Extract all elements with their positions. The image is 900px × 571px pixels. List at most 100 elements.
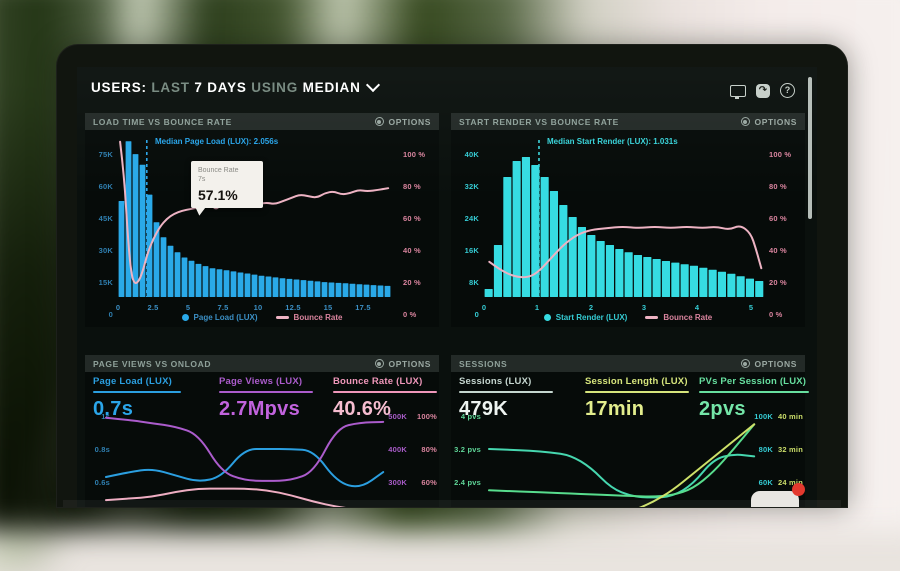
panel-header: SESSIONS OPTIONS [451,355,805,372]
tick: 3.2 pvs [454,445,481,454]
x-axis: 0 1 2 3 4 5 [451,303,805,313]
panel-title: START RENDER VS BOUNCE RATE [459,116,619,127]
panel-sessions: SESSIONS OPTIONS Sessions (LUX) 479K Ses… [451,355,809,507]
y-axis-right: 100 % 80 % 60 % 40 % 20 % 0 % [769,130,803,327]
y-axis-left: 40K 32K 24K 16K 8K 0 [451,130,481,327]
options-button[interactable]: OPTIONS [374,359,431,369]
tick: 20 % [403,278,421,287]
median-annotation: Median Start Render (LUX): 1.031s [547,137,678,146]
metric-pvs-per-session: PVs Per Session (LUX) 2pvs [699,376,809,421]
metric-value: 2pvs [699,398,746,420]
tick: 5 [748,303,754,312]
users-range-dropdown[interactable]: USERS: LAST 7 DAYS USING MEDIAN [91,77,380,95]
tick: 2 [588,303,594,312]
load-time-histogram-chart [118,140,391,297]
tick: 500K [388,412,407,421]
display-icon[interactable] [730,84,746,99]
metric-value: 17min [585,398,645,420]
tick: 17.5 [355,303,371,312]
help-icon[interactable]: ? [780,83,795,98]
options-button[interactable]: OPTIONS [374,117,431,127]
panel-load-time-vs-bounce: LOAD TIME VS BOUNCE RATE OPTIONS 75K 60K… [85,113,439,327]
panel-page-views-vs-onload: PAGE VIEWS VS ONLOAD OPTIONS Page Load (… [85,355,439,507]
bounce-rate-tooltip: Bounce Rate 7s 57.1% [191,161,263,216]
title-last: LAST [151,80,190,95]
chart-legend: Page Load (LUX) Bounce Rate [85,313,439,322]
share-icon[interactable]: ↷ [756,83,770,98]
panel-title: SESSIONS [459,358,508,369]
tick: 15 [323,303,333,312]
metric-underline [585,391,689,393]
legend-item: Page Load (LUX) [181,313,258,322]
y-axis-left: 4 pvs 3.2 pvs 2.4 pvs [451,355,483,507]
tick: 1s [101,412,110,421]
tick: 400K [388,445,407,454]
y-axis-right-minutes: 40 min 32 min 24 min [777,355,803,507]
y-axis-right-views: 500K 400K 300K [379,355,407,507]
chart-legend: Start Render (LUX) Bounce Rate [451,313,805,322]
tick: 0 % [769,310,783,319]
options-button[interactable]: OPTIONS [740,359,797,369]
sessions-line-chart [488,423,756,507]
tick: 100 % [403,150,426,159]
metric-value: 0.7s [93,398,134,420]
metric-value: 2.7Mpvs [219,398,301,420]
y-axis-right: 100 % 80 % 60 % 40 % 20 % 0 % [403,130,437,327]
tick: 10 [253,303,263,312]
tick: 45K [98,214,113,223]
metric-label: PVs Per Session (LUX) [699,376,807,387]
laptop-screen-bezel: USERS: LAST 7 DAYS USING MEDIAN ↷ ? LOAD… [56,44,848,508]
tick: 300K [388,478,407,487]
gear-icon [374,117,384,126]
tick: 7.5 [217,303,229,312]
options-label: OPTIONS [754,116,797,127]
metric-label: Session Length (LUX) [585,376,688,387]
tick: 100% [417,412,437,421]
tick: 30K [98,246,113,255]
tick: 0.8s [94,445,110,454]
gear-icon [374,359,384,368]
tick: 0 [481,303,487,312]
y-axis-left: 1s 0.8s 0.6s [85,355,112,507]
tick: 32K [464,182,479,191]
chevron-down-icon [365,77,380,93]
gear-icon [740,359,750,368]
legend-dot-icon [543,314,551,321]
panel-header: PAGE VIEWS VS ONLOAD OPTIONS [85,355,439,372]
title-7days: 7 DAYS [194,80,247,95]
metrics-row: Sessions (LUX) 479K Session Length (LUX)… [459,376,809,420]
tick: 100 % [769,150,792,159]
gear-icon [740,117,750,126]
tick: 60 % [769,214,787,223]
metric-label: Sessions (LUX) [459,376,532,387]
y-axis-right-bounce: 100% 80% 60% [411,355,437,507]
panel-title: LOAD TIME VS BOUNCE RATE [93,116,232,127]
scrollbar-thumb[interactable] [808,77,812,219]
tick: 40 % [403,246,421,255]
tick: 0.6s [94,478,110,487]
tick: 4 [694,303,700,312]
chat-widget-button[interactable] [751,483,805,507]
legend-dot-icon [181,314,189,321]
x-axis: 0 2.5 5 7.5 10 12.5 15 17.5 [85,303,439,313]
metric-label: Page Load (LUX) [93,376,173,387]
panel-header: LOAD TIME VS BOUNCE RATE OPTIONS [85,113,439,130]
tick: 60 % [403,214,421,223]
legend-line-icon [645,316,659,319]
metric-underline [459,391,553,393]
tick: 80% [421,445,437,454]
options-button[interactable]: OPTIONS [740,116,797,127]
tick: 80 % [769,182,787,191]
metric-value: 40.6% [333,398,392,420]
tick: 2.4 pvs [454,478,481,487]
start-render-histogram-chart [484,140,764,297]
panel-header: START RENDER VS BOUNCE RATE OPTIONS [451,113,805,130]
metric-session-length: Session Length (LUX) 17min [585,376,689,421]
notification-badge [792,483,805,496]
tick: 4 pvs [460,412,481,421]
panel-start-render-vs-bounce: START RENDER VS BOUNCE RATE OPTIONS 40K … [451,113,805,327]
tick: 12.5 [285,303,301,312]
tick: 60K [758,478,773,487]
tick: 5 [185,303,191,312]
tick: 8K [469,278,479,287]
